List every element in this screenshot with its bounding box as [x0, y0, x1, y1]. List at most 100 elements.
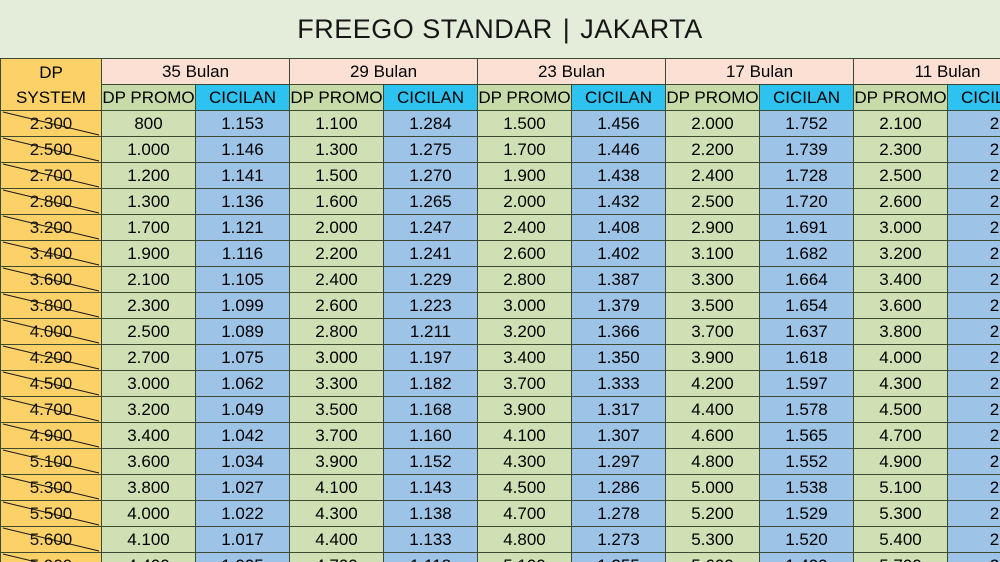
dp-promo-cell: 5.700	[853, 552, 948, 562]
sub-header-cicilan-3: CICILAN	[571, 84, 666, 111]
table-body: 2.300 800 1.153 1.100 1.284 1.500 1.456 2.000 1.…	[0, 110, 1000, 562]
title-right: JAKARTA	[580, 13, 703, 44]
cicilan-cell: 1.211	[383, 318, 478, 345]
dp-promo-cell: 3.200	[853, 240, 948, 267]
cicilan-cell: 2	[946, 292, 1000, 319]
table-row: 3.600 2.100 1.105 2.400 1.229 2.800 1.387 3.300…	[0, 266, 1000, 293]
cicilan-cell: 2	[946, 448, 1000, 475]
dp-system-cell: 5.500	[0, 500, 102, 527]
dp-promo-cell: 2.500	[101, 318, 196, 345]
cicilan-cell: 1.565	[759, 422, 854, 449]
sub-header-cicilan-1: CICILAN	[195, 84, 290, 111]
table-row: 3.800 2.300 1.099 2.600 1.223 3.000 1.379 3.500…	[0, 292, 1000, 319]
cicilan-cell: 1.027	[195, 474, 290, 501]
tenor-header-4: 17 Bulan	[665, 58, 854, 85]
cicilan-cell: 1.005	[195, 552, 290, 562]
table-row: 5.900 4.4001.0054.7001.1185.1001.2555.600…	[0, 552, 1000, 562]
dp-system-cell: 4.500	[0, 370, 102, 397]
dp-promo-cell: 2.300	[853, 136, 948, 163]
cicilan-cell: 1.286	[571, 474, 666, 501]
dp-system-cell: 3.400	[0, 240, 102, 267]
dp-promo-cell: 4.700	[477, 500, 572, 527]
dp-promo-cell: 2.900	[665, 214, 760, 241]
dp-system-label-line1: DP	[39, 62, 63, 82]
cicilan-cell: 2	[946, 240, 1000, 267]
sub-header-dp-promo-3: DP PROMO	[477, 84, 572, 111]
dp-promo-cell: 1.600	[289, 188, 384, 215]
dp-promo-cell: 5.200	[665, 500, 760, 527]
dp-promo-cell: 4.500	[853, 396, 948, 423]
cicilan-cell: 1.387	[571, 266, 666, 293]
tenor-header-5: 11 Bulan	[852, 58, 1000, 85]
dp-system-cell: 4.200	[0, 344, 102, 371]
cicilan-cell: 1.297	[571, 448, 666, 475]
table-row: 5.600 4.100 1.017 4.400 1.133 4.800 1.273 5.300…	[0, 526, 1000, 553]
table-row: 2.300 800 1.153 1.100 1.284 1.500 1.456 2.000 1.…	[0, 110, 1000, 137]
cicilan-cell: 1.255	[571, 552, 666, 562]
sub-header-dp-promo-4: DP PROMO	[665, 84, 760, 111]
cicilan-cell: 1.160	[383, 422, 478, 449]
dp-promo-cell: 2.300	[101, 292, 196, 319]
cicilan-cell: 1.618	[759, 344, 854, 371]
dp-promo-cell: 1.500	[289, 162, 384, 189]
dp-promo-cell: 5.100	[853, 474, 948, 501]
cicilan-cell: 1.408	[571, 214, 666, 241]
cicilan-cell: 1.062	[195, 370, 290, 397]
dp-promo-cell: 4.100	[289, 474, 384, 501]
dp-promo-cell: 1.000	[101, 136, 196, 163]
dp-promo-cell: 3.600	[101, 448, 196, 475]
cicilan-cell: 2	[946, 188, 1000, 215]
title-left: FREEGO STANDAR	[297, 13, 553, 44]
dp-promo-cell: 4.300	[477, 448, 572, 475]
dp-promo-cell: 3.400	[853, 266, 948, 293]
cicilan-cell: 1.105	[195, 266, 290, 293]
cicilan-cell: 1.223	[383, 292, 478, 319]
dp-system-cell: 2.700	[0, 162, 102, 189]
cicilan-cell: 2	[946, 474, 1000, 501]
dp-system-cell: 4.000	[0, 318, 102, 345]
cicilan-cell: 1.720	[759, 188, 854, 215]
cicilan-cell: 1.042	[195, 422, 290, 449]
dp-promo-cell: 5.000	[665, 474, 760, 501]
dp-system-value: 4.900	[29, 426, 73, 445]
dp-system-value: 2.800	[29, 192, 73, 211]
cicilan-cell: 1.307	[571, 422, 666, 449]
cicilan-cell: 1.275	[383, 136, 478, 163]
dp-promo-cell: 3.800	[853, 318, 948, 345]
dp-promo-cell: 3.200	[101, 396, 196, 423]
dp-promo-cell: 1.100	[289, 110, 384, 137]
dp-promo-cell: 5.300	[853, 500, 948, 527]
cicilan-cell: 1.278	[571, 500, 666, 527]
dp-system-value: 5.900	[30, 556, 73, 562]
cicilan-cell: 1.379	[571, 292, 666, 319]
sheet-title-bar: FREEGO STANDAR | JAKARTA	[0, 0, 1000, 58]
dp-promo-cell: 4.100	[101, 526, 196, 553]
dp-system-cell: 3.800	[0, 292, 102, 319]
dp-system-value: 5.100	[29, 452, 73, 471]
cicilan-cell: 1.520	[759, 526, 854, 553]
cicilan-cell: 1.402	[571, 240, 666, 267]
sub-header-dp-promo-2: DP PROMO	[289, 84, 384, 111]
dp-promo-cell: 4.800	[477, 526, 572, 553]
dp-system-value: 5.500	[29, 504, 73, 523]
title-separator: |	[562, 13, 571, 44]
cicilan-cell: 1.143	[383, 474, 478, 501]
dp-promo-cell: 4.000	[101, 500, 196, 527]
dp-promo-cell: 1.900	[101, 240, 196, 267]
dp-promo-cell: 3.900	[289, 448, 384, 475]
table-row: 2.500 1.000 1.146 1.300 1.275 1.700 1.446 2.200…	[0, 136, 1000, 163]
table-row: 4.500 3.000 1.062 3.300 1.182 3.700 1.333 4.200…	[0, 370, 1000, 397]
dp-promo-cell: 3.600	[853, 292, 948, 319]
cicilan-cell: 1.446	[571, 136, 666, 163]
dp-promo-cell: 3.000	[101, 370, 196, 397]
cicilan-cell: 1.182	[383, 370, 478, 397]
dp-promo-cell: 1.500	[477, 110, 572, 137]
dp-promo-cell: 2.200	[665, 136, 760, 163]
cicilan-cell: 1.284	[383, 110, 478, 137]
sub-header-dp-promo-5: DP PROMO	[853, 84, 948, 111]
dp-promo-cell: 2.000	[477, 188, 572, 215]
cicilan-cell: 1.499	[759, 552, 854, 562]
dp-system-value: 2.300	[29, 114, 73, 133]
cicilan-cell: 1.728	[759, 162, 854, 189]
dp-promo-cell: 3.100	[665, 240, 760, 267]
